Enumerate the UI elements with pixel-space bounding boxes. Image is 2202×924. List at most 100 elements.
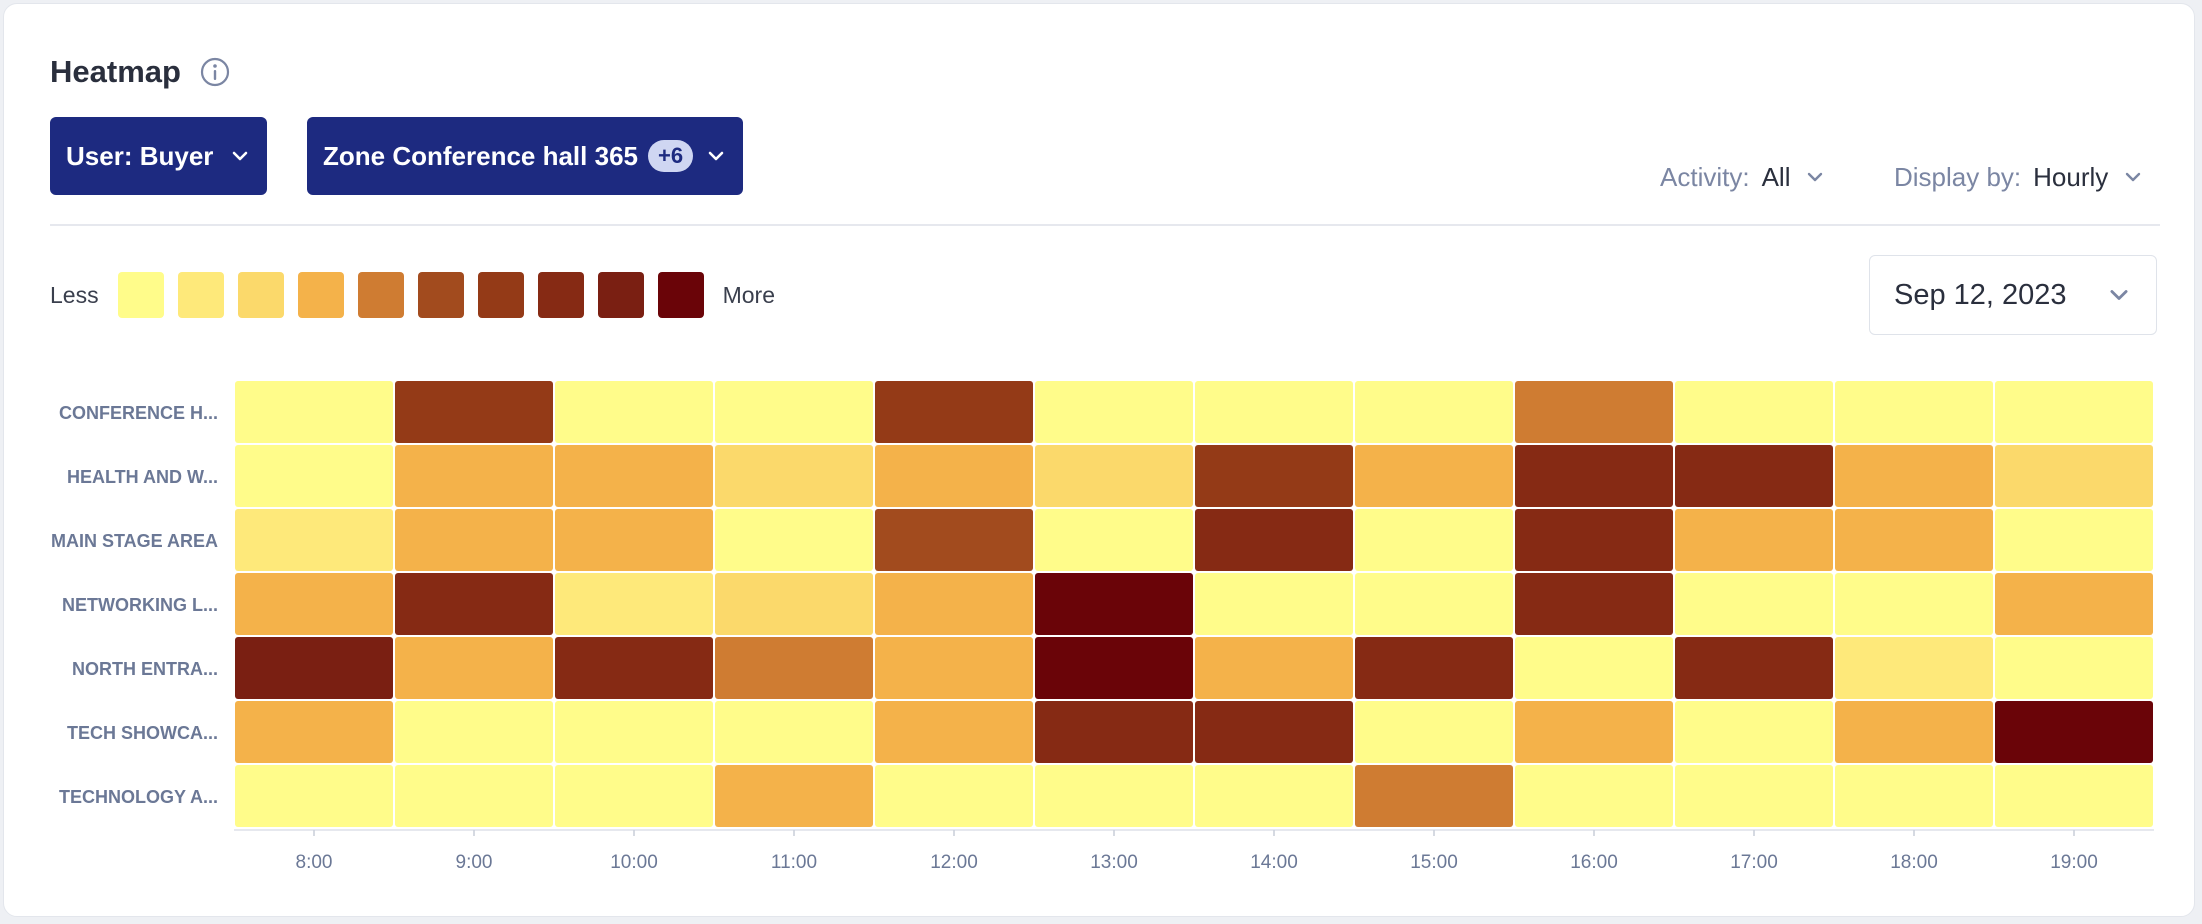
activity-label: Activity: <box>1660 161 1750 192</box>
heatmap-cell[interactable] <box>875 765 1033 827</box>
heatmap-cell[interactable] <box>1035 765 1193 827</box>
user-filter-button[interactable]: User: Buyer <box>50 117 267 195</box>
heatmap-cell[interactable] <box>875 573 1033 635</box>
date-value: Sep 12, 2023 <box>1894 278 2067 311</box>
heatmap-cell[interactable] <box>1675 509 1833 571</box>
heatmap-cell[interactable] <box>555 573 713 635</box>
zone-filter-button[interactable]: Zone Conference hall 365 +6 <box>307 117 743 195</box>
heatmap-cell[interactable] <box>1355 381 1513 443</box>
heatmap-cell[interactable] <box>235 445 393 507</box>
heatmap-cell[interactable] <box>395 637 553 699</box>
heatmap-cell[interactable] <box>1515 509 1673 571</box>
heatmap-cell[interactable] <box>1835 637 1993 699</box>
heatmap-cell[interactable] <box>715 445 873 507</box>
heatmap-cell[interactable] <box>1835 445 1993 507</box>
heatmap-cell[interactable] <box>1835 381 1993 443</box>
heatmap-cell[interactable] <box>1195 445 1353 507</box>
date-picker[interactable]: Sep 12, 2023 <box>1869 255 2157 335</box>
divider <box>50 224 2160 226</box>
heatmap-cell[interactable] <box>1515 765 1673 827</box>
legend-swatch-9 <box>597 272 644 318</box>
heatmap-cell[interactable] <box>1035 573 1193 635</box>
info-icon[interactable] <box>199 56 231 88</box>
heatmap-cell[interactable] <box>715 509 873 571</box>
display-by-select[interactable]: Display by: Hourly <box>1894 157 2144 197</box>
heatmap-cell[interactable] <box>555 445 713 507</box>
heatmap-cell[interactable] <box>1995 381 2153 443</box>
x-tick-label: 8:00 <box>296 852 333 873</box>
heatmap-cell[interactable] <box>235 637 393 699</box>
heatmap-cell[interactable] <box>1675 765 1833 827</box>
heatmap-cell[interactable] <box>1355 445 1513 507</box>
zone-count-badge: +6 <box>647 140 694 172</box>
heatmap-cell[interactable] <box>715 701 873 763</box>
heatmap-cell[interactable] <box>1035 445 1193 507</box>
heatmap-cell[interactable] <box>1995 509 2153 571</box>
heatmap-cell[interactable] <box>555 637 713 699</box>
heatmap-cell[interactable] <box>1355 637 1513 699</box>
heatmap-cell[interactable] <box>1675 445 1833 507</box>
heatmap-cell[interactable] <box>1835 509 1993 571</box>
heatmap-cell[interactable] <box>235 509 393 571</box>
heatmap-cell[interactable] <box>1035 637 1193 699</box>
heatmap-cell[interactable] <box>875 637 1033 699</box>
heatmap-cell[interactable] <box>715 637 873 699</box>
heatmap-cell[interactable] <box>715 381 873 443</box>
heatmap-cell[interactable] <box>1835 573 1993 635</box>
heatmap-cell[interactable] <box>235 573 393 635</box>
heatmap-cell[interactable] <box>1195 381 1353 443</box>
heatmap-cell[interactable] <box>1515 445 1673 507</box>
heatmap-cell[interactable] <box>715 765 873 827</box>
heatmap-cell[interactable] <box>1355 765 1513 827</box>
heatmap-cell[interactable] <box>235 701 393 763</box>
heatmap-cell[interactable] <box>395 381 553 443</box>
legend-swatch-5 <box>357 272 404 318</box>
heatmap-cell[interactable] <box>715 573 873 635</box>
heatmap-cell[interactable] <box>395 701 553 763</box>
heatmap-cell[interactable] <box>1035 381 1193 443</box>
heatmap-cell[interactable] <box>235 381 393 443</box>
heatmap-cell[interactable] <box>875 509 1033 571</box>
heatmap-cell[interactable] <box>1675 701 1833 763</box>
heatmap-cell[interactable] <box>1195 509 1353 571</box>
heatmap-cell[interactable] <box>1355 701 1513 763</box>
heatmap-cell[interactable] <box>1515 381 1673 443</box>
heatmap-cell[interactable] <box>395 573 553 635</box>
heatmap-cell[interactable] <box>1835 701 1993 763</box>
activity-select[interactable]: Activity: All <box>1660 157 1826 197</box>
heatmap-cell[interactable] <box>1995 445 2153 507</box>
heatmap-cell[interactable] <box>1195 701 1353 763</box>
heatmap-cell[interactable] <box>875 381 1033 443</box>
heatmap-cell[interactable] <box>555 509 713 571</box>
x-tick-label: 9:00 <box>456 852 493 873</box>
heatmap-cell[interactable] <box>1675 573 1833 635</box>
heatmap-cell[interactable] <box>235 765 393 827</box>
heatmap-cell[interactable] <box>395 445 553 507</box>
heatmap-cell[interactable] <box>395 765 553 827</box>
heatmap-cell[interactable] <box>555 765 713 827</box>
heatmap-cell[interactable] <box>555 381 713 443</box>
heatmap-cell[interactable] <box>875 445 1033 507</box>
heatmap-cell[interactable] <box>1995 765 2153 827</box>
heatmap-cell[interactable] <box>1835 765 1993 827</box>
heatmap-cell[interactable] <box>1035 509 1193 571</box>
heatmap-cell[interactable] <box>1995 573 2153 635</box>
heatmap-cell[interactable] <box>555 701 713 763</box>
heatmap-cell[interactable] <box>1995 701 2153 763</box>
heatmap-cell[interactable] <box>875 701 1033 763</box>
heatmap-cell[interactable] <box>1675 381 1833 443</box>
heatmap-cell[interactable] <box>1355 509 1513 571</box>
chevron-down-icon <box>229 145 251 167</box>
heatmap-cell[interactable] <box>1035 701 1193 763</box>
heatmap-cell[interactable] <box>1515 637 1673 699</box>
chevron-down-icon <box>2122 166 2144 188</box>
heatmap-cell[interactable] <box>1675 637 1833 699</box>
heatmap-cell[interactable] <box>1515 573 1673 635</box>
heatmap-cell[interactable] <box>1195 765 1353 827</box>
heatmap-cell[interactable] <box>1355 573 1513 635</box>
heatmap-cell[interactable] <box>395 509 553 571</box>
heatmap-cell[interactable] <box>1995 637 2153 699</box>
heatmap-cell[interactable] <box>1195 637 1353 699</box>
heatmap-cell[interactable] <box>1195 573 1353 635</box>
heatmap-cell[interactable] <box>1515 701 1673 763</box>
